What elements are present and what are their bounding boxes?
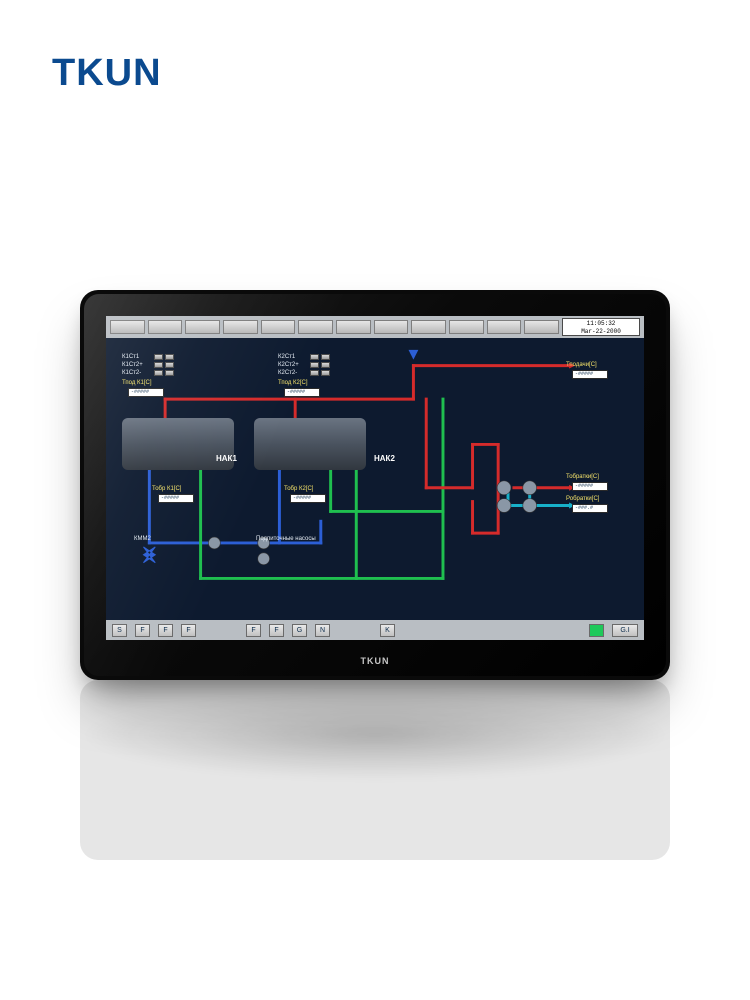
screen: 11:05:32 Mar-22-2000 НАК1 НАК2 К1Ст1 К1С… [106, 316, 644, 640]
indicator-k1-2a[interactable] [154, 362, 163, 368]
indicator-k1-1b[interactable] [165, 354, 174, 360]
monitor-bezel: 11:05:32 Mar-22-2000 НАК1 НАК2 К1Ст1 К1С… [84, 294, 666, 676]
value-tobrk1: -##### [158, 494, 194, 503]
tank-hak2 [254, 418, 366, 470]
topbar-button-9[interactable] [449, 320, 484, 334]
value-pobratki: -###.# [572, 504, 608, 513]
topbar-button-7[interactable] [374, 320, 409, 334]
label-k1ct2m: К1Ст2- [122, 370, 141, 376]
topbar-button-3[interactable] [223, 320, 258, 334]
monitor-frame: 11:05:32 Mar-22-2000 НАК1 НАК2 К1Ст1 К1С… [80, 290, 670, 680]
bottom-button-f[interactable]: F [135, 624, 150, 637]
clock-date: Mar-22-2000 [563, 328, 639, 336]
label-tpodachi: Тподачи[С] [566, 362, 597, 368]
pipe-diagram [106, 338, 644, 624]
indicator-k2-1a[interactable] [310, 354, 319, 360]
bottom-button-g[interactable]: G [292, 624, 307, 637]
topbar-button-6[interactable] [336, 320, 371, 334]
indicator-k2-1b[interactable] [321, 354, 330, 360]
bottom-button-f[interactable]: F [181, 624, 196, 637]
scada-canvas: НАК1 НАК2 К1Ст1 К1Ст2+ К1Ст2- Тпод К1[С]… [106, 338, 644, 620]
label-pobratki: Робратки[С] [566, 496, 599, 502]
bottom-button-f[interactable]: F [246, 624, 261, 637]
indicator-k1-3a[interactable] [154, 370, 163, 376]
indicator-k2-3b[interactable] [321, 370, 330, 376]
bottom-button-k[interactable]: K [380, 624, 395, 637]
label-hak2: НАК2 [374, 454, 395, 463]
topbar-button-4[interactable] [261, 320, 296, 334]
label-tpodk1: Тпод К1[С] [122, 380, 152, 386]
bottom-button-f[interactable]: F [158, 624, 173, 637]
brand-logo: TKUN [52, 52, 162, 95]
value-tobratki: -##### [572, 482, 608, 491]
topbar-button-8[interactable] [411, 320, 446, 334]
topbar-button-0[interactable] [110, 320, 145, 334]
topbar-button-11[interactable] [524, 320, 559, 334]
label-k1ct1: К1Ст1 [122, 354, 139, 360]
label-tobrk2: Тобр К2[С] [284, 486, 313, 492]
topbar-button-1[interactable] [148, 320, 183, 334]
value-tpodachi: -##### [572, 370, 608, 379]
topbar-button-5[interactable] [298, 320, 333, 334]
value-tpodk1: -##### [128, 388, 164, 397]
bottom-button-run[interactable] [589, 624, 604, 637]
label-tobrk1: Тобр К1[С] [152, 486, 181, 492]
label-tpodk2: Тпод К2[С] [278, 380, 308, 386]
indicator-k1-1a[interactable] [154, 354, 163, 360]
label-k2ct1: К2Ст1 [278, 354, 295, 360]
clock-time: 11:05:32 [563, 320, 639, 328]
monitor-shadow [80, 690, 670, 780]
topbar-button-2[interactable] [185, 320, 220, 334]
indicator-k2-2a[interactable] [310, 362, 319, 368]
indicator-k2-2b[interactable] [321, 362, 330, 368]
bottom-button-s[interactable]: S [112, 624, 127, 637]
bottom-button-gi[interactable]: G.I [612, 624, 638, 637]
label-pumps-title: Подпиточные насосы [256, 536, 316, 542]
indicator-k1-3b[interactable] [165, 370, 174, 376]
label-kmm2: КММ2 [134, 536, 151, 542]
monitor-brand-label: TKUN [84, 656, 666, 666]
label-k2ct2p: К2Ст2+ [278, 362, 299, 368]
value-tobrk2: -##### [290, 494, 326, 503]
top-toolbar: 11:05:32 Mar-22-2000 [106, 316, 644, 338]
clock-box: 11:05:32 Mar-22-2000 [562, 318, 640, 336]
label-tobratki: Тобратки[С] [566, 474, 599, 480]
value-tpodk2: -##### [284, 388, 320, 397]
indicator-k1-2b[interactable] [165, 362, 174, 368]
topbar-button-10[interactable] [487, 320, 522, 334]
label-k2ct2m: К2Ст2- [278, 370, 297, 376]
bottom-toolbar: SFFFFFGNKG.I [106, 620, 644, 640]
bottom-button-n[interactable]: N [315, 624, 330, 637]
indicator-k2-3a[interactable] [310, 370, 319, 376]
label-hak1: НАК1 [216, 454, 237, 463]
label-k1ct2p: К1Ст2+ [122, 362, 143, 368]
bottom-button-f[interactable]: F [269, 624, 284, 637]
